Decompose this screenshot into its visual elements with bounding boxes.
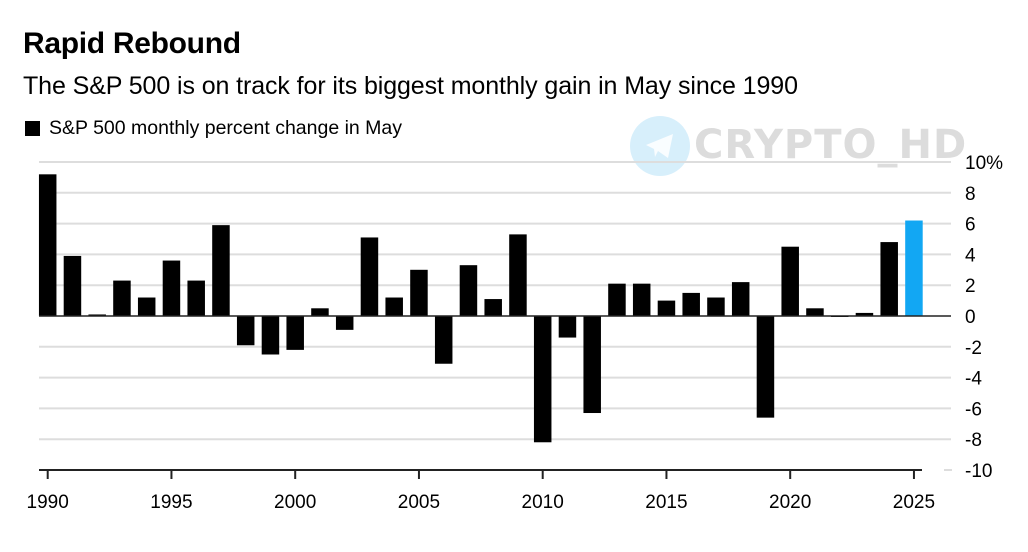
y-tick-label: 8 [965,184,976,205]
bar-1998 [236,316,255,346]
bar-2000 [286,316,304,350]
bar-2019 [756,316,775,418]
y-tick-label: -6 [965,399,982,420]
y-tick-label: 6 [965,215,976,236]
bar-2001 [311,308,329,316]
y-tick-label: 10% [965,153,1003,174]
bar-2015 [657,300,676,316]
bar-1991 [63,255,82,316]
x-tick-label: 2025 [893,492,935,513]
legend-label: S&P 500 monthly percent change in May [49,117,403,139]
bar-2021 [806,308,824,316]
bar-1993 [113,280,131,316]
legend: S&P 500 monthly percent change in May [25,117,402,140]
x-tick-label: 1990 [27,492,69,513]
y-tick-label: 4 [965,245,976,266]
bar-1997 [212,225,230,316]
bar-2018 [731,282,750,316]
bar-1996 [187,280,205,316]
bar-2005 [410,269,428,316]
bar-2017 [707,297,725,316]
watermark: CRYPTO_HD [630,114,966,178]
legend-swatch [25,121,40,136]
x-tick-label: 1995 [150,492,192,513]
bar-2024 [880,242,898,316]
bar-2008 [484,299,502,316]
bar-2012 [583,316,601,414]
bar-1994 [137,297,156,316]
y-tick-label: -4 [965,369,982,390]
bar-2013 [608,283,626,316]
bar-2025 [905,220,923,316]
chart-title: Rapid Rebound [23,27,241,60]
bar-2003 [360,237,379,316]
bar-1999 [261,316,280,355]
bar-1992 [88,314,106,316]
y-tick-label: -8 [965,430,982,451]
x-tick-label: 2020 [769,492,811,513]
bar-2023 [855,312,874,316]
bar-2007 [459,265,478,316]
y-tick-label: 2 [965,276,976,297]
chart-subtitle: The S&P 500 is on track for its biggest … [23,72,798,100]
bar-2010 [533,316,552,443]
x-tick-label: 2015 [645,492,687,513]
telegram-icon [630,116,690,176]
x-tick-label: 2010 [522,492,564,513]
bar-2020 [781,246,799,316]
bar-2004 [385,297,403,316]
bar-1990 [38,174,57,316]
bar-2016 [682,292,700,316]
bar-2006 [434,316,453,364]
bar-2011 [558,316,577,338]
bar-1995 [162,260,181,316]
x-tick-label: 2000 [274,492,316,513]
y-tick-label: -2 [965,338,982,359]
y-tick-label: -10 [965,461,992,482]
watermark-text: CRYPTO_HD [694,122,968,168]
y-tick-label: 0 [965,307,976,328]
x-tick-label: 2005 [398,492,440,513]
bar-2014 [632,283,651,316]
bar-2002 [335,316,354,330]
bar-2009 [509,234,527,316]
